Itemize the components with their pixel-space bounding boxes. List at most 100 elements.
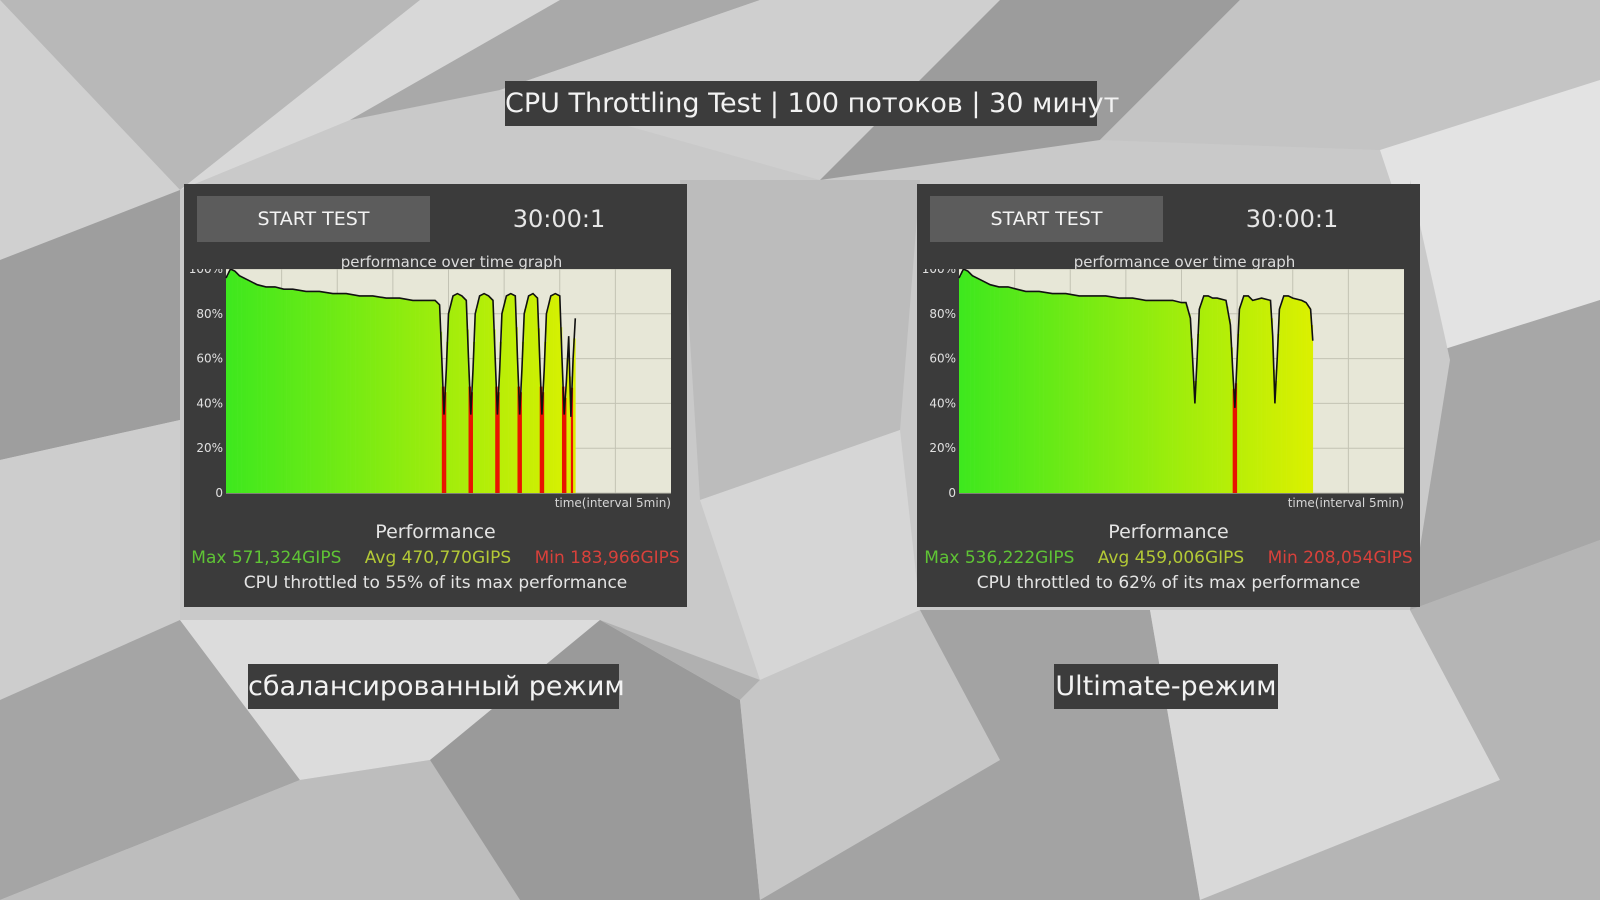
chart-bar — [537, 328, 541, 493]
chart-bar — [439, 331, 443, 493]
chart-bar — [432, 300, 436, 493]
chart-bar — [1194, 381, 1198, 493]
graph-title: performance over time graph — [340, 253, 563, 271]
chart-bar — [564, 397, 567, 493]
chart-bar — [290, 289, 294, 493]
chart-bar — [1065, 293, 1069, 493]
chart-bar — [559, 327, 563, 493]
chart-bar — [499, 341, 503, 493]
chart-bar — [441, 386, 445, 493]
chart-bar — [541, 392, 545, 493]
chart-bar — [1254, 299, 1258, 493]
chart-bar — [1261, 298, 1265, 493]
chart-bar — [461, 297, 465, 493]
chart-bar — [232, 270, 236, 493]
chart-bar — [481, 294, 485, 493]
chart-bar — [546, 309, 549, 493]
chart-bar — [981, 280, 984, 493]
chart-bar — [352, 294, 356, 493]
chart-bar — [519, 392, 523, 493]
chart-bar — [1208, 296, 1211, 493]
chart-bar — [1123, 298, 1127, 493]
chart-bar — [1052, 293, 1055, 493]
performance-title: Performance — [1108, 521, 1229, 543]
chart-bar — [1152, 300, 1156, 493]
chart-bar — [1170, 300, 1173, 493]
chart-bar — [1121, 298, 1124, 493]
y-tick-label: 100% — [922, 269, 956, 276]
chart-bar — [526, 300, 529, 493]
chart-bar — [573, 338, 576, 493]
chart-bar — [1030, 291, 1033, 493]
y-tick-label: 80% — [929, 307, 956, 321]
chart-bar — [1177, 301, 1180, 493]
chart-bar — [450, 300, 454, 493]
chart-bar — [1083, 295, 1087, 493]
chart-bar — [1081, 295, 1084, 493]
chart-bar — [1221, 299, 1225, 493]
chart-bar — [315, 291, 318, 493]
chart-bar — [330, 293, 334, 493]
chart-bar — [288, 289, 291, 493]
mode-label-ultimate: Ultimate-режим — [1054, 664, 1278, 709]
chart-bar — [1007, 287, 1011, 493]
chart-bar — [1299, 300, 1302, 493]
chart-bar — [346, 293, 349, 493]
chart-bar — [961, 271, 964, 493]
title-banner: CPU Throttling Test | 100 потоков | 30 м… — [505, 81, 1119, 126]
y-tick-label: 20% — [929, 441, 956, 455]
chart-bar — [1063, 293, 1067, 493]
y-tick-label: 80% — [196, 307, 223, 321]
chart-bar — [375, 296, 378, 493]
chart-bar — [1281, 299, 1285, 493]
chart-bar — [1283, 295, 1287, 493]
chart-bar — [490, 299, 494, 493]
chart-bar — [1154, 300, 1158, 493]
chart-bar — [497, 392, 500, 493]
chart-bar — [1092, 295, 1096, 493]
chart-bar — [1032, 291, 1035, 493]
stat-avg: Avg 459,006GIPS — [1097, 548, 1245, 568]
y-tick-label: 0 — [948, 486, 956, 500]
chart-bar — [419, 300, 423, 493]
chart-bar — [415, 300, 418, 493]
chart-bar — [274, 287, 278, 493]
chart-bar — [321, 291, 325, 493]
chart-bar — [1219, 298, 1222, 493]
chart-bar — [410, 300, 414, 493]
chart-bar — [568, 376, 572, 493]
chart-bar — [341, 293, 345, 493]
chart-bar — [1141, 299, 1144, 493]
start-test-button[interactable]: START TEST — [930, 196, 1163, 242]
chart-bar — [268, 286, 271, 493]
y-tick-label: 20% — [196, 441, 223, 455]
chart-bar — [379, 297, 383, 493]
chart-bar — [528, 295, 532, 493]
chart-bar — [323, 292, 327, 493]
chart-bar — [237, 274, 240, 493]
chart-bar — [1021, 290, 1024, 493]
chart-bar — [533, 294, 536, 493]
chart-bar — [472, 341, 476, 493]
chart-bar — [455, 294, 458, 493]
chart-bar — [332, 293, 336, 493]
start-test-button[interactable]: START TEST — [197, 196, 430, 242]
chart-bar — [1114, 297, 1118, 493]
chart-bar — [292, 289, 296, 493]
chart-bar — [488, 297, 492, 493]
chart-bar — [363, 295, 367, 493]
chart-bar — [555, 294, 558, 493]
chart-bar — [226, 275, 229, 493]
chart-bar — [301, 290, 305, 493]
chart-bar — [1163, 300, 1167, 493]
chart-bar — [1266, 299, 1269, 493]
chart-bar — [1134, 298, 1138, 493]
chart-bar — [248, 280, 251, 493]
chart-bar — [1043, 292, 1047, 493]
chart-bar — [1059, 293, 1062, 493]
chart-bar — [390, 298, 394, 493]
chart-bar — [1217, 298, 1220, 493]
chart-bar — [299, 290, 302, 493]
chart-bar — [319, 291, 322, 493]
chart-bar — [444, 392, 447, 493]
